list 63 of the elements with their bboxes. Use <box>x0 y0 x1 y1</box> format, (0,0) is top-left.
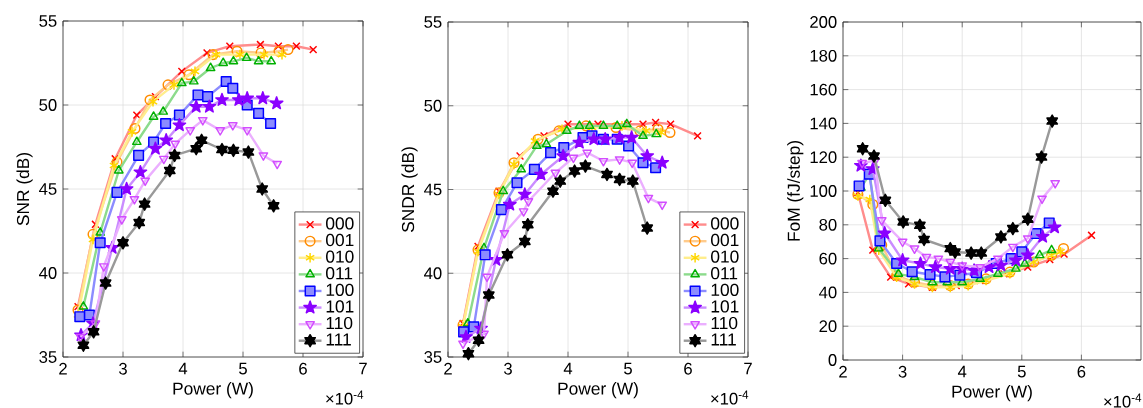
y-tick-label: 0 <box>828 354 837 366</box>
legend-label: 000 <box>326 217 354 230</box>
x-tick-label: 2 <box>839 365 847 378</box>
x-axis-title: Power (W) <box>952 384 1032 402</box>
y-tick-label: 180 <box>810 49 837 62</box>
legend-label: 001 <box>326 233 354 247</box>
x-tick-label: 7 <box>359 362 367 375</box>
y-tick-label: 45 <box>424 183 442 196</box>
legend-label: 011 <box>326 267 353 280</box>
text: ×10$^{-4}$ <box>326 390 364 405</box>
y-tick-label: 55 <box>424 16 442 28</box>
y-tick-label: 45 <box>39 183 57 195</box>
y-tick-label: 40 <box>39 267 57 279</box>
legend-label: 010 <box>711 250 739 263</box>
x-tick-label: 5 <box>239 362 247 375</box>
y-tick-label: 160 <box>810 83 837 96</box>
y-axis-title: SNDR (dB) <box>401 147 418 233</box>
legend-label: 011 <box>711 267 738 280</box>
x-tick-label: 7 <box>744 362 752 375</box>
legend-label: 110 <box>711 316 738 330</box>
x-tick-label: 2 <box>444 362 452 375</box>
x-tick-label: 2 <box>59 362 67 375</box>
y-tick-label: 55 <box>39 15 57 27</box>
legend-label: 000 <box>711 217 739 230</box>
legend-label: 101 <box>711 300 739 313</box>
y-tick-label: 50 <box>424 99 442 112</box>
x-tick-label: 4 <box>563 362 573 375</box>
x-axis-title: Power (W) <box>173 381 253 399</box>
x-tick-label: 4 <box>957 365 967 378</box>
legend-label: 111 <box>326 333 351 346</box>
x-tick-label: 3 <box>504 362 512 375</box>
y-tick-label: 100 <box>810 185 837 197</box>
x-tick-label: 5 <box>1017 365 1026 378</box>
y-axis-title: SNR (dB) <box>16 153 33 226</box>
x-tick-label: 3 <box>119 362 127 375</box>
y-tick-label: 40 <box>819 286 837 299</box>
y-tick-label: 35 <box>424 351 442 363</box>
x-tick-label: 3 <box>898 365 907 378</box>
legend-label: 110 <box>326 316 353 330</box>
legend-label: 111 <box>711 333 736 346</box>
text: ×10$^{-4}$ <box>1104 393 1142 408</box>
x-tick-label: 6 <box>299 362 307 375</box>
x-tick-label: 5 <box>624 362 632 375</box>
y-tick-label: 60 <box>819 252 837 265</box>
text: ×10$^{-4}$ <box>711 390 749 405</box>
y-tick-label: 200 <box>810 16 837 28</box>
legend-label: 100 <box>711 283 739 296</box>
y-tick-label: 120 <box>810 151 837 164</box>
y-axis-title: FoM (fJ/step) <box>787 141 804 241</box>
legend-label: 101 <box>326 300 354 313</box>
x-tick-label: 6 <box>684 362 692 375</box>
legend-label: 010 <box>326 250 354 263</box>
y-tick-label: 140 <box>810 117 837 130</box>
y-tick-label: 40 <box>424 267 442 280</box>
legend-label: 100 <box>326 283 354 296</box>
x-axis-title: Power (W) <box>558 381 638 399</box>
x-tick-label: 4 <box>178 362 188 375</box>
y-tick-label: 35 <box>39 351 57 363</box>
x-tick-label: 6 <box>1077 365 1086 378</box>
y-tick-label: 20 <box>819 320 837 333</box>
y-tick-label: 50 <box>39 99 57 111</box>
legend-label: 001 <box>711 233 739 247</box>
y-tick-label: 80 <box>819 218 837 231</box>
